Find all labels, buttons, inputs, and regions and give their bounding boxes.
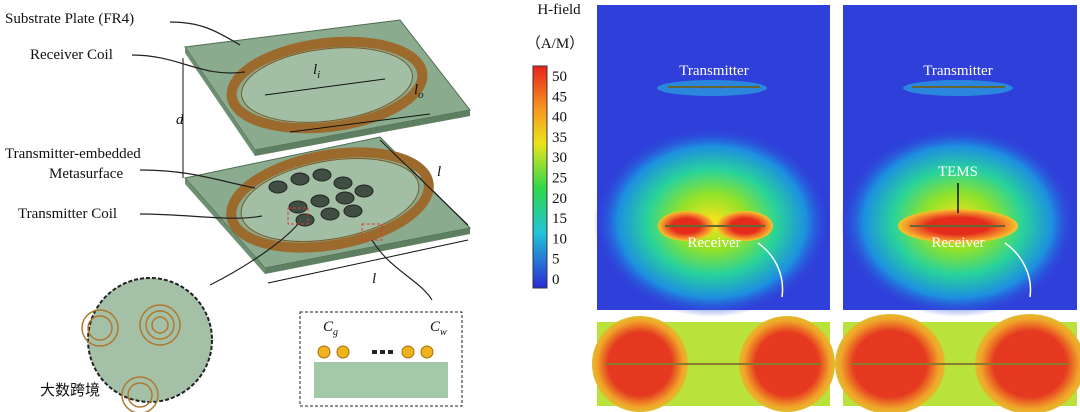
- colorbar-tick-label: 25: [552, 171, 567, 187]
- colorbar-tick-label: 30: [552, 150, 567, 166]
- colorbar-tick-label: 10: [552, 231, 567, 247]
- colorbar-title: H-field: [537, 2, 581, 18]
- leader-lines: [131, 21, 433, 301]
- zoom-detail: [81, 277, 213, 412]
- metasurface-plate: [184, 136, 472, 274]
- colorbar-tick-label: 0: [552, 272, 560, 288]
- label: Transmitter-embedded: [5, 146, 141, 162]
- panel-label: Receiver: [687, 235, 740, 251]
- colorbar-tick-label: 50: [552, 69, 567, 85]
- panel-label: TEMS: [938, 164, 978, 180]
- dim-l: l: [372, 271, 376, 287]
- colorbar-tick-label: 15: [552, 211, 567, 227]
- watermark: 大数跨境: [40, 381, 100, 399]
- colorbar: [532, 65, 548, 289]
- colorbar-tick-label: 5: [552, 252, 560, 268]
- colorbar-tick-label: 35: [552, 130, 567, 146]
- label: Receiver Coil: [30, 47, 113, 63]
- panel-label: Transmitter: [679, 63, 748, 79]
- colorbar-unit: （A/M）: [526, 35, 584, 52]
- field-maps: [592, 5, 1080, 412]
- label: Transmitter Coil: [18, 206, 117, 222]
- dim-li: li: [313, 62, 320, 81]
- substrate-plate: [184, 19, 471, 156]
- dim-d: d: [176, 112, 184, 128]
- colorbar-tick-label: 45: [552, 89, 567, 105]
- dimension-lines: [182, 58, 469, 284]
- panel-label: Transmitter: [923, 63, 992, 79]
- label: Metasurface: [49, 166, 123, 182]
- dim-lo: lo: [414, 82, 424, 101]
- cross-section: [299, 311, 463, 407]
- panel-label: Receiver: [931, 235, 984, 251]
- dim-l: l: [437, 164, 441, 180]
- label: Substrate Plate (FR4): [5, 11, 134, 27]
- colorbar-tick-label: 40: [552, 110, 567, 126]
- dim-cw: Cw: [430, 319, 447, 338]
- dim-cg: Cg: [323, 319, 338, 338]
- colorbar-tick-label: 20: [552, 191, 567, 207]
